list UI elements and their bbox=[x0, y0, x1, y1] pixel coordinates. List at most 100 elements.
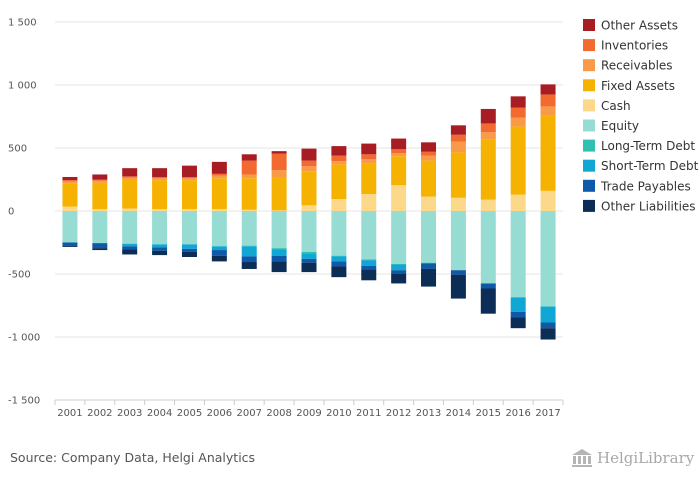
bar-fixed-assets bbox=[92, 182, 108, 210]
bar-long-term-debt bbox=[391, 263, 407, 265]
bar-receivables bbox=[510, 117, 526, 127]
y-tick-label: 1 000 bbox=[8, 81, 37, 92]
legend-label: Short-Term Debt bbox=[601, 159, 699, 173]
bar-short-term-debt bbox=[510, 297, 526, 312]
bar-inventories bbox=[122, 176, 138, 178]
bar-equity bbox=[391, 211, 407, 264]
bar-fixed-assets bbox=[181, 180, 197, 210]
x-tick-label: 2003 bbox=[117, 408, 142, 419]
library-building-icon bbox=[572, 449, 592, 467]
bar-other-liabilities bbox=[62, 245, 78, 247]
bar-cash bbox=[331, 199, 347, 211]
bar-cash bbox=[391, 185, 407, 211]
bar-other-liabilities bbox=[421, 268, 437, 287]
x-tick-label: 2008 bbox=[266, 408, 291, 419]
legend-item-trade-payables: Trade Payables bbox=[583, 179, 691, 193]
bar-equity bbox=[62, 211, 78, 243]
bar-equity bbox=[152, 211, 168, 245]
legend-swatch bbox=[583, 99, 595, 112]
x-tick-label: 2014 bbox=[446, 408, 471, 419]
bar-cash bbox=[480, 199, 496, 211]
bar-other-liabilities bbox=[540, 328, 556, 340]
bar-other-liabilities bbox=[271, 261, 287, 273]
bar-short-term-debt bbox=[361, 260, 377, 266]
x-tick-label: 2015 bbox=[476, 408, 501, 419]
x-tick-label: 2006 bbox=[207, 408, 232, 419]
bar-cash bbox=[510, 194, 526, 211]
x-tick-label: 2016 bbox=[505, 408, 530, 419]
bar-inventories bbox=[181, 176, 197, 179]
bar-other-liabilities bbox=[152, 250, 168, 256]
legend-label: Other Liabilities bbox=[601, 199, 696, 213]
bar-equity bbox=[271, 211, 287, 249]
bar-other-assets bbox=[62, 176, 78, 181]
bar-inventories bbox=[540, 94, 556, 107]
x-tick-label: 2011 bbox=[356, 408, 381, 419]
bar-other-liabilities bbox=[92, 248, 108, 251]
brand-name: HelgiLibrary bbox=[597, 449, 695, 467]
bar-long-term-debt bbox=[241, 245, 257, 247]
bar-other-assets bbox=[331, 146, 347, 156]
bar-long-term-debt bbox=[331, 255, 347, 257]
bar-cash bbox=[421, 196, 437, 211]
bar-short-term-debt bbox=[122, 243, 138, 247]
legend-label: Cash bbox=[601, 99, 631, 113]
bar-other-assets bbox=[540, 84, 556, 95]
x-tick-label: 2013 bbox=[416, 408, 441, 419]
bar-inventories bbox=[211, 173, 227, 176]
y-tick-label: 0 bbox=[8, 207, 14, 218]
bar-inventories bbox=[331, 155, 347, 162]
bar-inventories bbox=[450, 134, 466, 142]
bar-equity bbox=[241, 211, 257, 246]
bar-trade-payables bbox=[301, 258, 317, 263]
bar-cash bbox=[540, 190, 556, 211]
bar-trade-payables bbox=[510, 311, 526, 318]
bar-cash bbox=[62, 206, 78, 211]
bar-other-assets bbox=[211, 161, 227, 174]
x-tick-label: 2012 bbox=[386, 408, 411, 419]
legend-label: Other Assets bbox=[601, 19, 678, 33]
stacked-bar-chart: 1 500 1 000 500 0 -500 -1 000 -1 500 2001 2002 20… bbox=[8, 18, 699, 420]
bar-equity bbox=[480, 211, 496, 284]
x-tick-label: 2017 bbox=[535, 408, 560, 419]
bar-inventories bbox=[361, 154, 377, 160]
bar-fixed-assets bbox=[331, 164, 347, 200]
bar-receivables bbox=[480, 132, 496, 140]
bar-trade-payables bbox=[92, 243, 108, 249]
legend-layer: Other Assets Inventories Receivables Fixed … bbox=[583, 19, 699, 213]
bar-other-assets bbox=[241, 154, 257, 161]
legend-item-equity: Equity bbox=[583, 119, 639, 133]
bar-other-assets bbox=[480, 108, 496, 124]
bar-equity bbox=[211, 211, 227, 247]
bar-trade-payables bbox=[181, 248, 197, 252]
bar-long-term-debt bbox=[271, 248, 287, 250]
bar-inventories bbox=[92, 179, 108, 181]
legend-swatch bbox=[583, 19, 595, 31]
bar-fixed-assets bbox=[62, 183, 78, 207]
bar-equity bbox=[301, 211, 317, 252]
bar-other-liabilities bbox=[301, 262, 317, 273]
legend-label: Inventories bbox=[601, 39, 668, 53]
bar-receivables bbox=[421, 155, 437, 161]
legend-label: Trade Payables bbox=[600, 179, 691, 193]
bar-other-liabilities bbox=[331, 266, 347, 278]
legend-item-receivables: Receivables bbox=[583, 59, 673, 73]
bar-fixed-assets bbox=[480, 139, 496, 200]
bar-fixed-assets bbox=[361, 163, 377, 194]
bar-receivables bbox=[181, 178, 197, 181]
bar-long-term-debt bbox=[540, 306, 556, 307]
x-tick-label: 2010 bbox=[326, 408, 351, 419]
bar-fixed-assets bbox=[391, 156, 407, 186]
bar-fixed-assets bbox=[510, 126, 526, 195]
legend-item-cash: Cash bbox=[583, 99, 631, 113]
bar-short-term-debt bbox=[301, 253, 317, 259]
x-tick-label: 2005 bbox=[177, 408, 202, 419]
legend-item-long-term-debt: Long-Term Debt bbox=[583, 139, 695, 153]
bar-other-liabilities bbox=[181, 251, 197, 257]
bar-receivables bbox=[62, 181, 78, 184]
bar-other-assets bbox=[361, 143, 377, 155]
bar-trade-payables bbox=[391, 270, 407, 274]
bar-trade-payables bbox=[480, 283, 496, 289]
bar-fixed-assets bbox=[450, 152, 466, 198]
bar-cash bbox=[152, 209, 168, 211]
